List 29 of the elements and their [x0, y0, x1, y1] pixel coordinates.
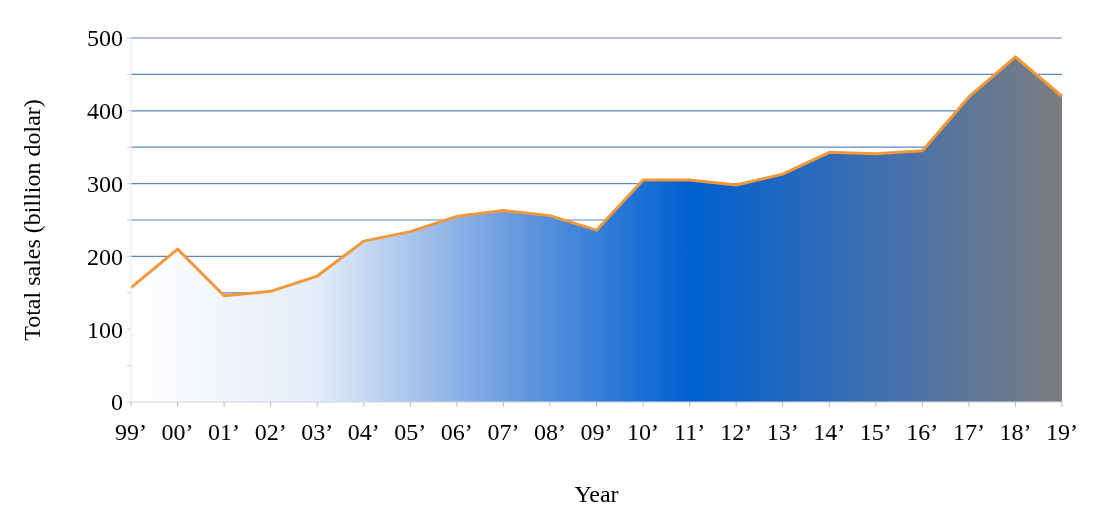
x-tick-label: 06’ [440, 419, 473, 445]
x-tick-label: 00’ [161, 419, 194, 445]
x-tick-label: 02’ [254, 419, 287, 445]
y-tick-label: 400 [87, 98, 123, 125]
y-tick-label: 300 [87, 171, 123, 197]
x-tick-label: 13’ [766, 419, 799, 445]
x-axis-title: Year [574, 481, 619, 507]
y-tick-label: 200 [87, 243, 123, 270]
x-tick-label: 14’ [813, 419, 846, 445]
x-tick-label: 99’ [115, 419, 147, 445]
x-tick-label: 19’ [1046, 419, 1078, 445]
y-tick-label: 500 [87, 25, 123, 52]
x-tick-label: 05’ [394, 419, 427, 445]
y-tick-label: 0 [111, 389, 123, 416]
x-tick-label: 08’ [533, 419, 566, 445]
x-tick-label: 03’ [301, 419, 334, 445]
x-tick-label: 07’ [487, 419, 520, 445]
x-tick-label: 12’ [720, 419, 753, 445]
y-axis-title: Total sales (billion dolar) [19, 99, 45, 341]
x-tick-label: 01’ [208, 419, 241, 445]
x-tick-label: 17’ [952, 419, 985, 445]
x-tick-label: 18’ [999, 419, 1032, 445]
x-tick-label: 10’ [627, 419, 660, 445]
x-tick-label: 11’ [674, 419, 706, 445]
y-tick-label: 100 [87, 316, 123, 343]
x-tick-label: 16’ [906, 419, 939, 445]
x-tick-label: 09’ [580, 419, 613, 445]
x-tick-label: 15’ [859, 419, 892, 445]
x-tick-label: 04’ [347, 419, 380, 445]
